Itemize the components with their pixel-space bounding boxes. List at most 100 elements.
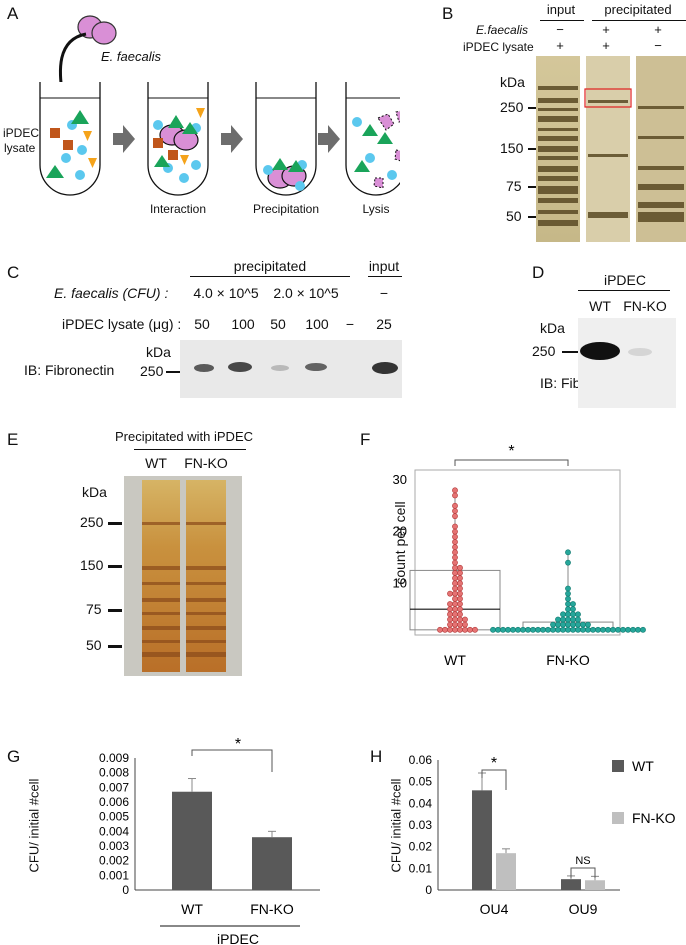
- point: [452, 616, 458, 623]
- point: [452, 487, 458, 494]
- c-kda: kDa: [146, 344, 171, 360]
- bar-0-1: [496, 853, 516, 890]
- point: [462, 621, 468, 628]
- d-kda: kDa: [540, 320, 565, 336]
- y-tick-label-0: 0: [425, 883, 432, 897]
- y-tick-label-9: 0.009: [99, 751, 129, 765]
- point: [457, 616, 463, 623]
- bacteria-label: E. faecalis: [101, 49, 161, 64]
- point: [452, 585, 458, 592]
- point: [570, 601, 576, 607]
- bar-0: [172, 791, 212, 890]
- x-tick-label-0: OU4: [480, 901, 509, 917]
- point: [452, 606, 458, 613]
- point: [575, 621, 581, 628]
- x-tick-label-1: FN-KO: [250, 901, 294, 917]
- point: [600, 626, 606, 633]
- point: [452, 513, 458, 520]
- point: [535, 626, 541, 633]
- point: [457, 621, 463, 628]
- point: [510, 626, 516, 633]
- point: [565, 595, 571, 602]
- y-tick-label-1: 20: [393, 524, 407, 539]
- point: [467, 626, 473, 633]
- point: [560, 626, 566, 633]
- e-title: Precipitated with iPDEC: [115, 429, 253, 444]
- point: [500, 626, 506, 633]
- x-tick-label-0: WT: [444, 652, 466, 668]
- y-tick-label-6: 0.06: [409, 753, 433, 767]
- row-efaecalis: E.faecalis: [476, 23, 529, 37]
- bar-1-1: [585, 880, 605, 890]
- y-tick-label-0: 0: [122, 883, 129, 897]
- kda-label-b: kDa: [500, 74, 525, 90]
- point: [595, 626, 601, 633]
- point: [545, 626, 551, 633]
- y-tick-label-2: 0.02: [409, 840, 433, 854]
- y-tick-label-4: 0.04: [409, 796, 433, 810]
- e-marker-250: 250: [80, 514, 104, 530]
- point: [452, 523, 458, 530]
- point: [457, 626, 463, 633]
- point: [565, 611, 571, 618]
- tube-1: [39, 82, 101, 196]
- point: [447, 606, 453, 613]
- legend-swatch-0: [612, 760, 624, 772]
- bar-0-0: [472, 790, 492, 890]
- g-ylabel: CFU/ initial #cell: [26, 778, 42, 873]
- point: [452, 559, 458, 566]
- tube2-contents: [153, 108, 205, 183]
- point: [452, 611, 458, 618]
- point: [452, 549, 458, 556]
- sig-bracket: [191, 749, 273, 772]
- western-blot-d: [578, 318, 676, 408]
- y-tick-label-6: 0.006: [99, 795, 129, 809]
- c-cfu-group2: 2.0 × 10^5: [273, 285, 339, 301]
- point: [452, 590, 458, 597]
- y-tick-label-3: 0.03: [409, 818, 433, 832]
- highlight-box: [584, 88, 632, 108]
- point: [452, 528, 458, 535]
- point: [452, 564, 458, 571]
- legend-label-0: WT: [632, 758, 654, 774]
- point: [457, 585, 463, 592]
- tube4-contents: [352, 110, 400, 189]
- x-tick-label-0: WT: [181, 901, 203, 917]
- western-blot-c: [180, 340, 402, 398]
- point: [585, 621, 591, 628]
- sig-ns: NS: [575, 855, 590, 867]
- panel-letter-f: F: [360, 430, 371, 449]
- point: [452, 570, 458, 576]
- marker-75-b: 75: [506, 178, 522, 194]
- e-kda: kDa: [82, 484, 107, 500]
- point: [472, 626, 478, 633]
- point: [635, 626, 641, 633]
- c-marker-250: 250: [140, 363, 164, 379]
- c-lv-1: 50: [194, 316, 210, 332]
- point: [570, 621, 576, 628]
- point: [457, 575, 463, 582]
- point: [457, 580, 463, 587]
- y-tick-label-2: 30: [393, 472, 407, 487]
- marker-250-b: 250: [500, 99, 524, 115]
- point: [540, 626, 546, 633]
- y-tick-label-3: 0.003: [99, 839, 129, 853]
- row2-sign-1: +: [556, 38, 564, 53]
- point: [625, 626, 631, 633]
- point: [565, 601, 571, 607]
- bar-1: [252, 837, 292, 890]
- c-ib: IB: Fibronectin: [24, 362, 115, 378]
- point: [505, 626, 511, 633]
- legend-label-1: FN-KO: [632, 810, 676, 826]
- y-tick-label-5: 0.05: [409, 775, 433, 789]
- point: [462, 616, 468, 623]
- h-ylabel: CFU/ initial #cell: [388, 778, 404, 873]
- point: [457, 590, 463, 597]
- step-interaction: Interaction: [149, 202, 207, 216]
- lysate-label-1: iPDEC: [3, 126, 40, 140]
- point: [570, 606, 576, 613]
- y-tick-label-0: 10: [393, 575, 407, 590]
- c-input-dash: −: [379, 285, 389, 301]
- point: [575, 616, 581, 623]
- point: [555, 626, 561, 633]
